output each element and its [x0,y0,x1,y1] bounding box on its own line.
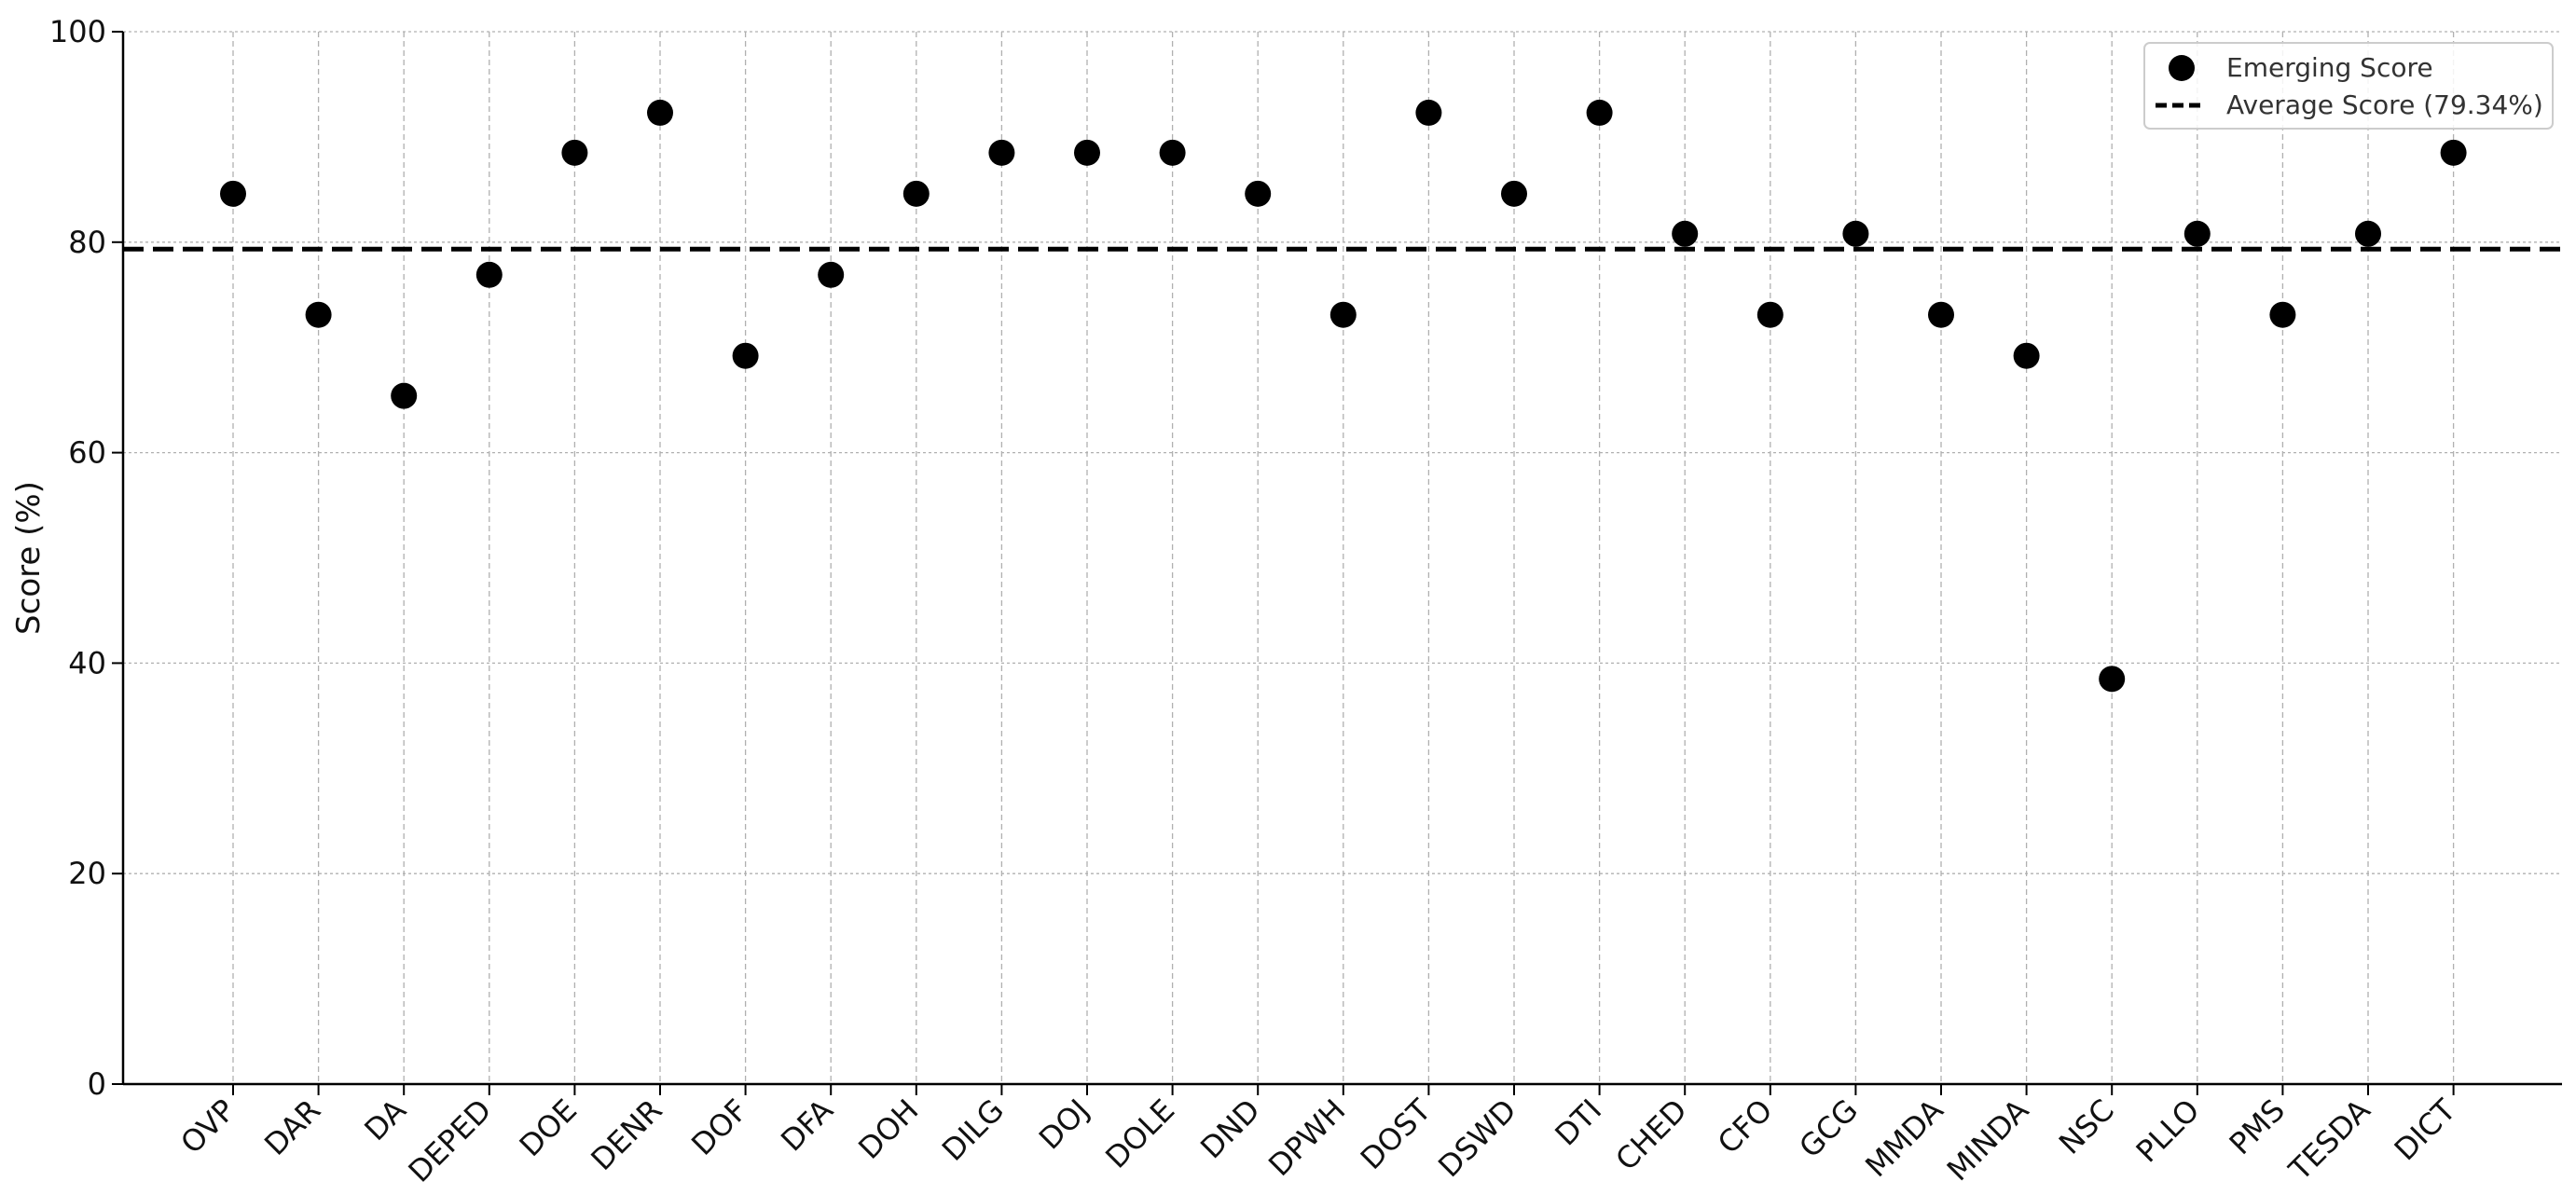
x-tick-label: DAR [257,1092,327,1162]
data-point-dpwh [1329,301,1357,328]
y-tick-label: 100 [49,14,106,49]
data-point-nsc [2099,666,2126,693]
x-tick-label: DICT [2388,1092,2463,1167]
x-tick-label: DILG [935,1092,1011,1168]
x-tick-label: DENR [584,1092,668,1177]
x-tick-label: CFO [1711,1092,1779,1161]
data-point-tesda [2355,220,2381,247]
data-point-dilg [988,139,1015,166]
x-tick-label: GCG [1792,1092,1865,1165]
data-point-dole [1159,139,1186,166]
data-point-mmda [1928,301,1954,328]
data-point-dnd [1245,180,1272,207]
x-tick-label: MMDA [1858,1092,1949,1184]
y-axis-label: Score (%) [10,481,48,635]
x-tick-label: OVP [173,1092,241,1161]
data-point-ovp [220,180,246,207]
data-point-denr [647,99,673,126]
legend-label-average-score: Average Score (79.34%) [2226,89,2543,120]
data-point-doh [902,180,930,207]
x-tick-label: NSC [2052,1092,2121,1161]
x-tick-label: DOE [513,1092,584,1163]
x-tick-label: DTI [1548,1092,1608,1153]
x-tick-label: DOJ [1032,1092,1096,1157]
y-tick-label: 20 [68,856,106,891]
data-point-dswd [1501,180,1527,207]
grid-lines [123,31,2562,1084]
data-point-dict [2440,139,2467,166]
x-tick-label: DEPED [402,1092,499,1189]
x-tick-label: DSWD [1431,1092,1522,1184]
y-tick-label: 80 [68,225,106,260]
x-tick-label: MINDA [1940,1092,2036,1188]
x-tick-label: DOST [1354,1092,1439,1176]
data-point-doe [561,139,588,166]
data-point-pms [2269,301,2296,328]
data-point-dar [305,301,332,328]
x-tick-label: PMS [2223,1092,2292,1161]
data-point-cfo [1756,301,1784,328]
legend-box [2143,42,2554,130]
legend-marker-emerging-score [2169,55,2195,81]
x-tick-label: TESDA [2281,1092,2377,1188]
data-point-dof [732,342,759,369]
data-point-gcg [1842,220,1869,247]
x-tick-label: DOF [684,1092,754,1162]
x-tick-label: DA [357,1092,412,1147]
x-tick-label: CHED [1608,1092,1693,1177]
y-tick-label: 40 [68,645,106,680]
data-point-minda [2013,342,2040,369]
axes [112,31,2562,1095]
legend: Emerging Score Average Score (79.34%) [2143,42,2554,130]
data-point-ched [1672,220,1699,247]
data-point-deped [475,261,503,288]
y-tick-label: 60 [68,435,106,471]
x-tick-label: DND [1193,1092,1267,1166]
data-point-dti [1586,99,1613,126]
data-point-dfa [818,261,845,288]
x-tick-label: DOLE [1098,1092,1181,1175]
x-tick-label: PLLO [2129,1092,2207,1170]
legend-label-emerging-score: Emerging Score [2226,52,2433,83]
data-point-doj [1074,139,1100,166]
data-point-dost [1415,99,1442,126]
data-point-pllo [2183,220,2211,247]
x-tick-label: DOH [851,1092,925,1166]
x-tick-label: DPWH [1261,1092,1352,1183]
y-tick-label: 0 [88,1066,106,1102]
x-tick-label: DFA [774,1092,840,1159]
data-point-da [391,382,418,409]
data-points [220,99,2467,693]
